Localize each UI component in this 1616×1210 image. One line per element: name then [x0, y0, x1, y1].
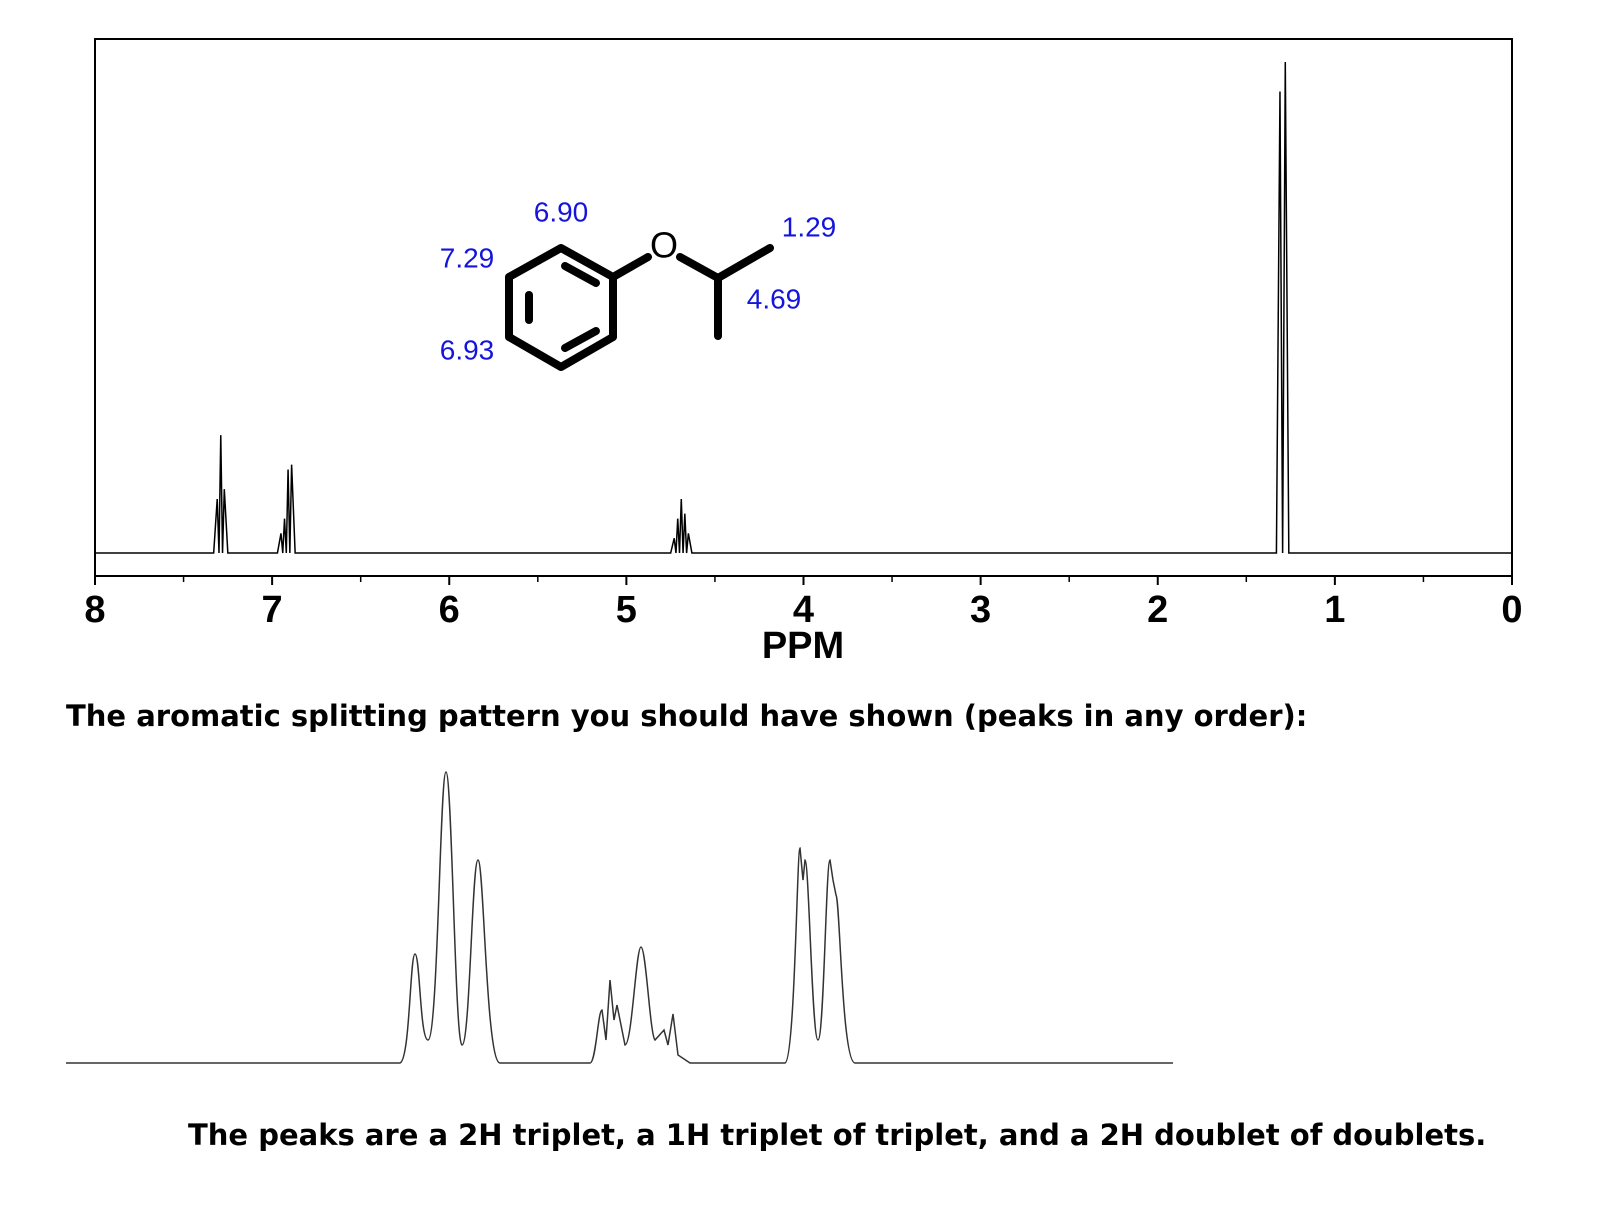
oxygen-atom: O [650, 225, 678, 266]
double-bond [561, 327, 600, 352]
bond [609, 253, 652, 281]
caption: The peaks are a 2H triplet, a 1H triplet… [188, 1118, 1486, 1152]
molecule [505, 244, 774, 371]
spectrum-line [95, 61, 1512, 554]
x-tick-label: 0 [1501, 589, 1522, 631]
x-tick-label: 5 [616, 589, 637, 631]
plot-frame [94, 38, 1513, 577]
bond [714, 244, 774, 282]
benzene-ring [505, 244, 617, 371]
shift-label: 4.69 [747, 283, 802, 314]
x-tick-label: 8 [84, 589, 105, 631]
bond [676, 253, 722, 282]
shift-label: 6.93 [440, 334, 495, 365]
x-tick-label: 4 [793, 589, 814, 631]
caption: The aromatic splitting pattern you shoul… [66, 699, 1307, 733]
x-axis-label: PPM [762, 625, 844, 667]
aromatic-pattern [66, 771, 1173, 1064]
x-tick-label: 3 [970, 589, 991, 631]
shift-label: 7.29 [440, 242, 495, 273]
double-bond [561, 262, 600, 287]
x-tick-label: 6 [439, 589, 460, 631]
x-tick-label: 1 [1324, 589, 1345, 631]
shift-label: 6.90 [534, 196, 589, 227]
shift-label: 1.29 [782, 211, 837, 242]
x-tick-label: 7 [262, 589, 283, 631]
x-tick-label: 2 [1147, 589, 1168, 631]
